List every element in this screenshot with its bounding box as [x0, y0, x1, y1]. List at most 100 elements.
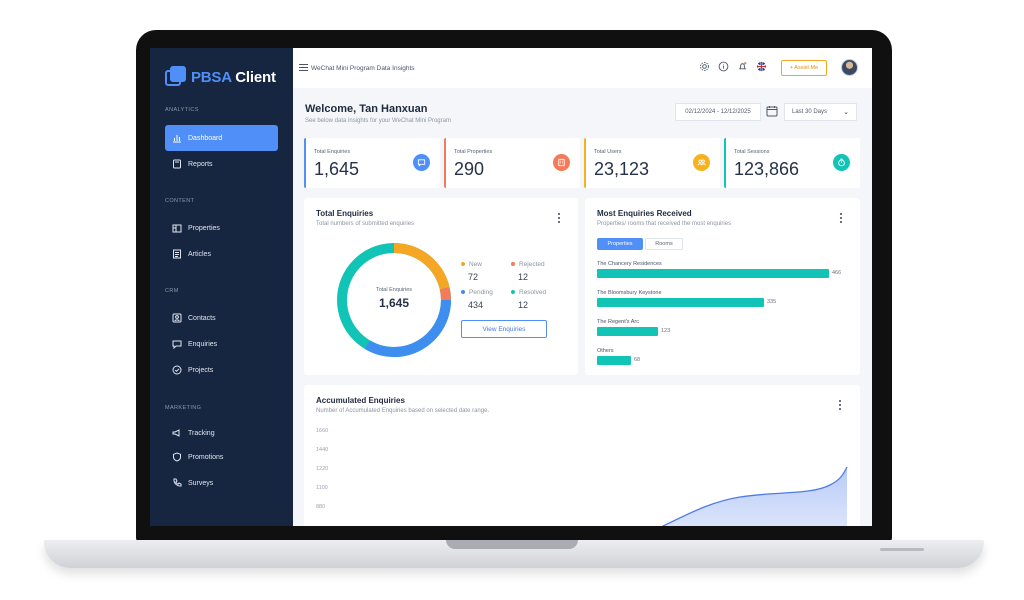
- y-tick: 1100: [316, 485, 328, 491]
- stat-value: 23,123: [594, 159, 650, 179]
- legend-rejected-value: 12: [518, 272, 529, 282]
- stat-label: Total Enquiries: [314, 149, 351, 155]
- info-icon[interactable]: [718, 61, 729, 72]
- sidebar-item-label: Dashboard: [188, 134, 223, 142]
- sidebar-item-surveys[interactable]: Surveys: [165, 470, 278, 496]
- bar[interactable]: [597, 269, 829, 278]
- stat-label: Total Properties: [454, 149, 493, 155]
- tab-rooms[interactable]: Rooms: [645, 238, 683, 250]
- donut-center-label: Total Enquiries: [375, 287, 413, 293]
- top-bar: WeChat Mini Program Data Insights + Assi…: [293, 48, 872, 88]
- stat-label: Total Sessions: [734, 149, 770, 155]
- tab-properties[interactable]: Properties: [597, 238, 643, 250]
- bar-chart-icon: [173, 135, 181, 143]
- laptop-notch: [446, 540, 578, 549]
- chat-bubble-icon: [413, 154, 430, 171]
- calendar-icon[interactable]: [766, 105, 778, 117]
- bar[interactable]: [597, 356, 631, 365]
- donut-segment-new: [393, 243, 450, 290]
- sidebar-item-enquiries[interactable]: Enquiries: [165, 331, 278, 357]
- range-select-value: Last 30 Days: [792, 109, 828, 115]
- sidebar-item-label: Promotions: [188, 453, 224, 461]
- sidebar-item-dashboard[interactable]: Dashboard: [165, 125, 278, 151]
- article-icon: [173, 249, 181, 259]
- contact-icon: [172, 313, 182, 323]
- app-logo[interactable]: PBSA Client: [165, 66, 276, 88]
- bell-icon[interactable]: [737, 61, 748, 72]
- area-line: [661, 466, 848, 526]
- timer-icon: [833, 154, 850, 171]
- bar[interactable]: [597, 298, 764, 307]
- bar-value: 123: [661, 328, 671, 334]
- logo-text: PBSA Client: [191, 68, 276, 86]
- app-screen: PBSA Client ANALYTICS Dashboard Reports …: [150, 48, 872, 526]
- report-icon: [173, 159, 181, 169]
- legend-rejected: Rejected: [511, 261, 545, 268]
- bar-value: 68: [634, 357, 641, 363]
- y-tick: 880: [316, 504, 326, 510]
- legend-resolved: Resolved: [511, 289, 546, 296]
- sidebar-item-tracking[interactable]: Tracking: [165, 420, 278, 446]
- users-icon: [693, 154, 710, 171]
- panel-subtitle: Properties/ rooms that received the most…: [597, 221, 732, 227]
- sidebar-item-projects[interactable]: Projects: [165, 357, 278, 383]
- stat-label: Total Users: [594, 149, 622, 155]
- bar[interactable]: [597, 327, 658, 336]
- phone-icon: [173, 478, 182, 487]
- gear-icon[interactable]: [699, 61, 710, 72]
- sidebar-item-articles[interactable]: Articles: [165, 241, 278, 267]
- sidebar-item-label: Reports: [188, 160, 213, 168]
- menu-icon[interactable]: [299, 64, 308, 71]
- area-fill: [663, 467, 847, 526]
- sidebar-item-properties[interactable]: Properties: [165, 215, 278, 241]
- panel-subtitle: Total numbers of submitted enquiries: [316, 221, 415, 227]
- sidebar-item-label: Enquiries: [188, 340, 218, 348]
- uk-flag-icon[interactable]: [756, 61, 767, 72]
- total-enquiries-panel: Total Enquiries Total numbers of submitt…: [304, 198, 578, 375]
- donut-segment-rejected: [439, 287, 452, 301]
- sidebar-item-label: Surveys: [188, 479, 214, 487]
- legend-new: New: [461, 261, 482, 268]
- sidebar-item-label: Articles: [188, 250, 211, 258]
- enquiries-donut-chart: [337, 243, 452, 358]
- sidebar-section-crm: CRM: [165, 288, 179, 294]
- more-options-icon[interactable]: [838, 399, 842, 411]
- most-enquiries-panel: Most Enquiries Received Properties/ room…: [585, 198, 860, 375]
- page-subtitle: See below data insights for your WeChat …: [305, 118, 451, 124]
- bar-label: The Chancery Residences: [597, 261, 662, 267]
- sidebar-item-label: Tracking: [188, 429, 215, 437]
- range-select[interactable]: Last 30 Days ⌄: [784, 103, 857, 121]
- accumulated-enquiries-panel: Accumulated Enquiries Number of Accumula…: [304, 385, 860, 526]
- bar-value: 335: [767, 299, 777, 305]
- sidebar-section-marketing: MARKETING: [165, 405, 202, 411]
- view-enquiries-button[interactable]: View Enquiries: [461, 320, 547, 338]
- stat-card-users: Total Users 23,123: [584, 138, 720, 188]
- sidebar-item-contacts[interactable]: Contacts: [165, 305, 278, 331]
- donut-center-value: 1,645: [378, 296, 410, 310]
- page-title: Welcome, Tan Hanxuan: [305, 103, 428, 115]
- chevron-down-icon: ⌄: [843, 109, 849, 116]
- logo-icon: [165, 66, 187, 88]
- assist-me-button[interactable]: + Assist Me: [781, 60, 827, 76]
- stat-value: 1,645: [314, 159, 360, 179]
- stat-value: 290: [454, 159, 485, 179]
- sidebar-item-reports[interactable]: Reports: [165, 151, 278, 177]
- avatar[interactable]: [841, 59, 858, 76]
- sidebar-section-content: CONTENT: [165, 198, 195, 204]
- shield-icon: [173, 452, 181, 462]
- bar-label: The Bloomsbury Keystone: [597, 290, 662, 296]
- legend-pending: Pending: [461, 289, 493, 296]
- stat-card-enquiries: Total Enquiries 1,645: [304, 138, 440, 188]
- bar-label: The Regent's Arc: [597, 319, 640, 325]
- panel-title: Total Enquiries: [316, 209, 374, 218]
- legend-resolved-value: 12: [518, 300, 529, 310]
- more-options-icon[interactable]: [839, 212, 843, 224]
- sidebar-item-promotions[interactable]: Promotions: [165, 444, 278, 470]
- accumulated-area-chart: [661, 466, 848, 526]
- main-content: WeChat Mini Program Data Insights + Assi…: [293, 48, 872, 526]
- date-range-input[interactable]: 02/12/2024 - 12/12/2025: [675, 103, 761, 121]
- more-options-icon[interactable]: [557, 212, 561, 224]
- sidebar: PBSA Client ANALYTICS Dashboard Reports …: [150, 48, 293, 526]
- sidebar-section-analytics: ANALYTICS: [165, 107, 199, 113]
